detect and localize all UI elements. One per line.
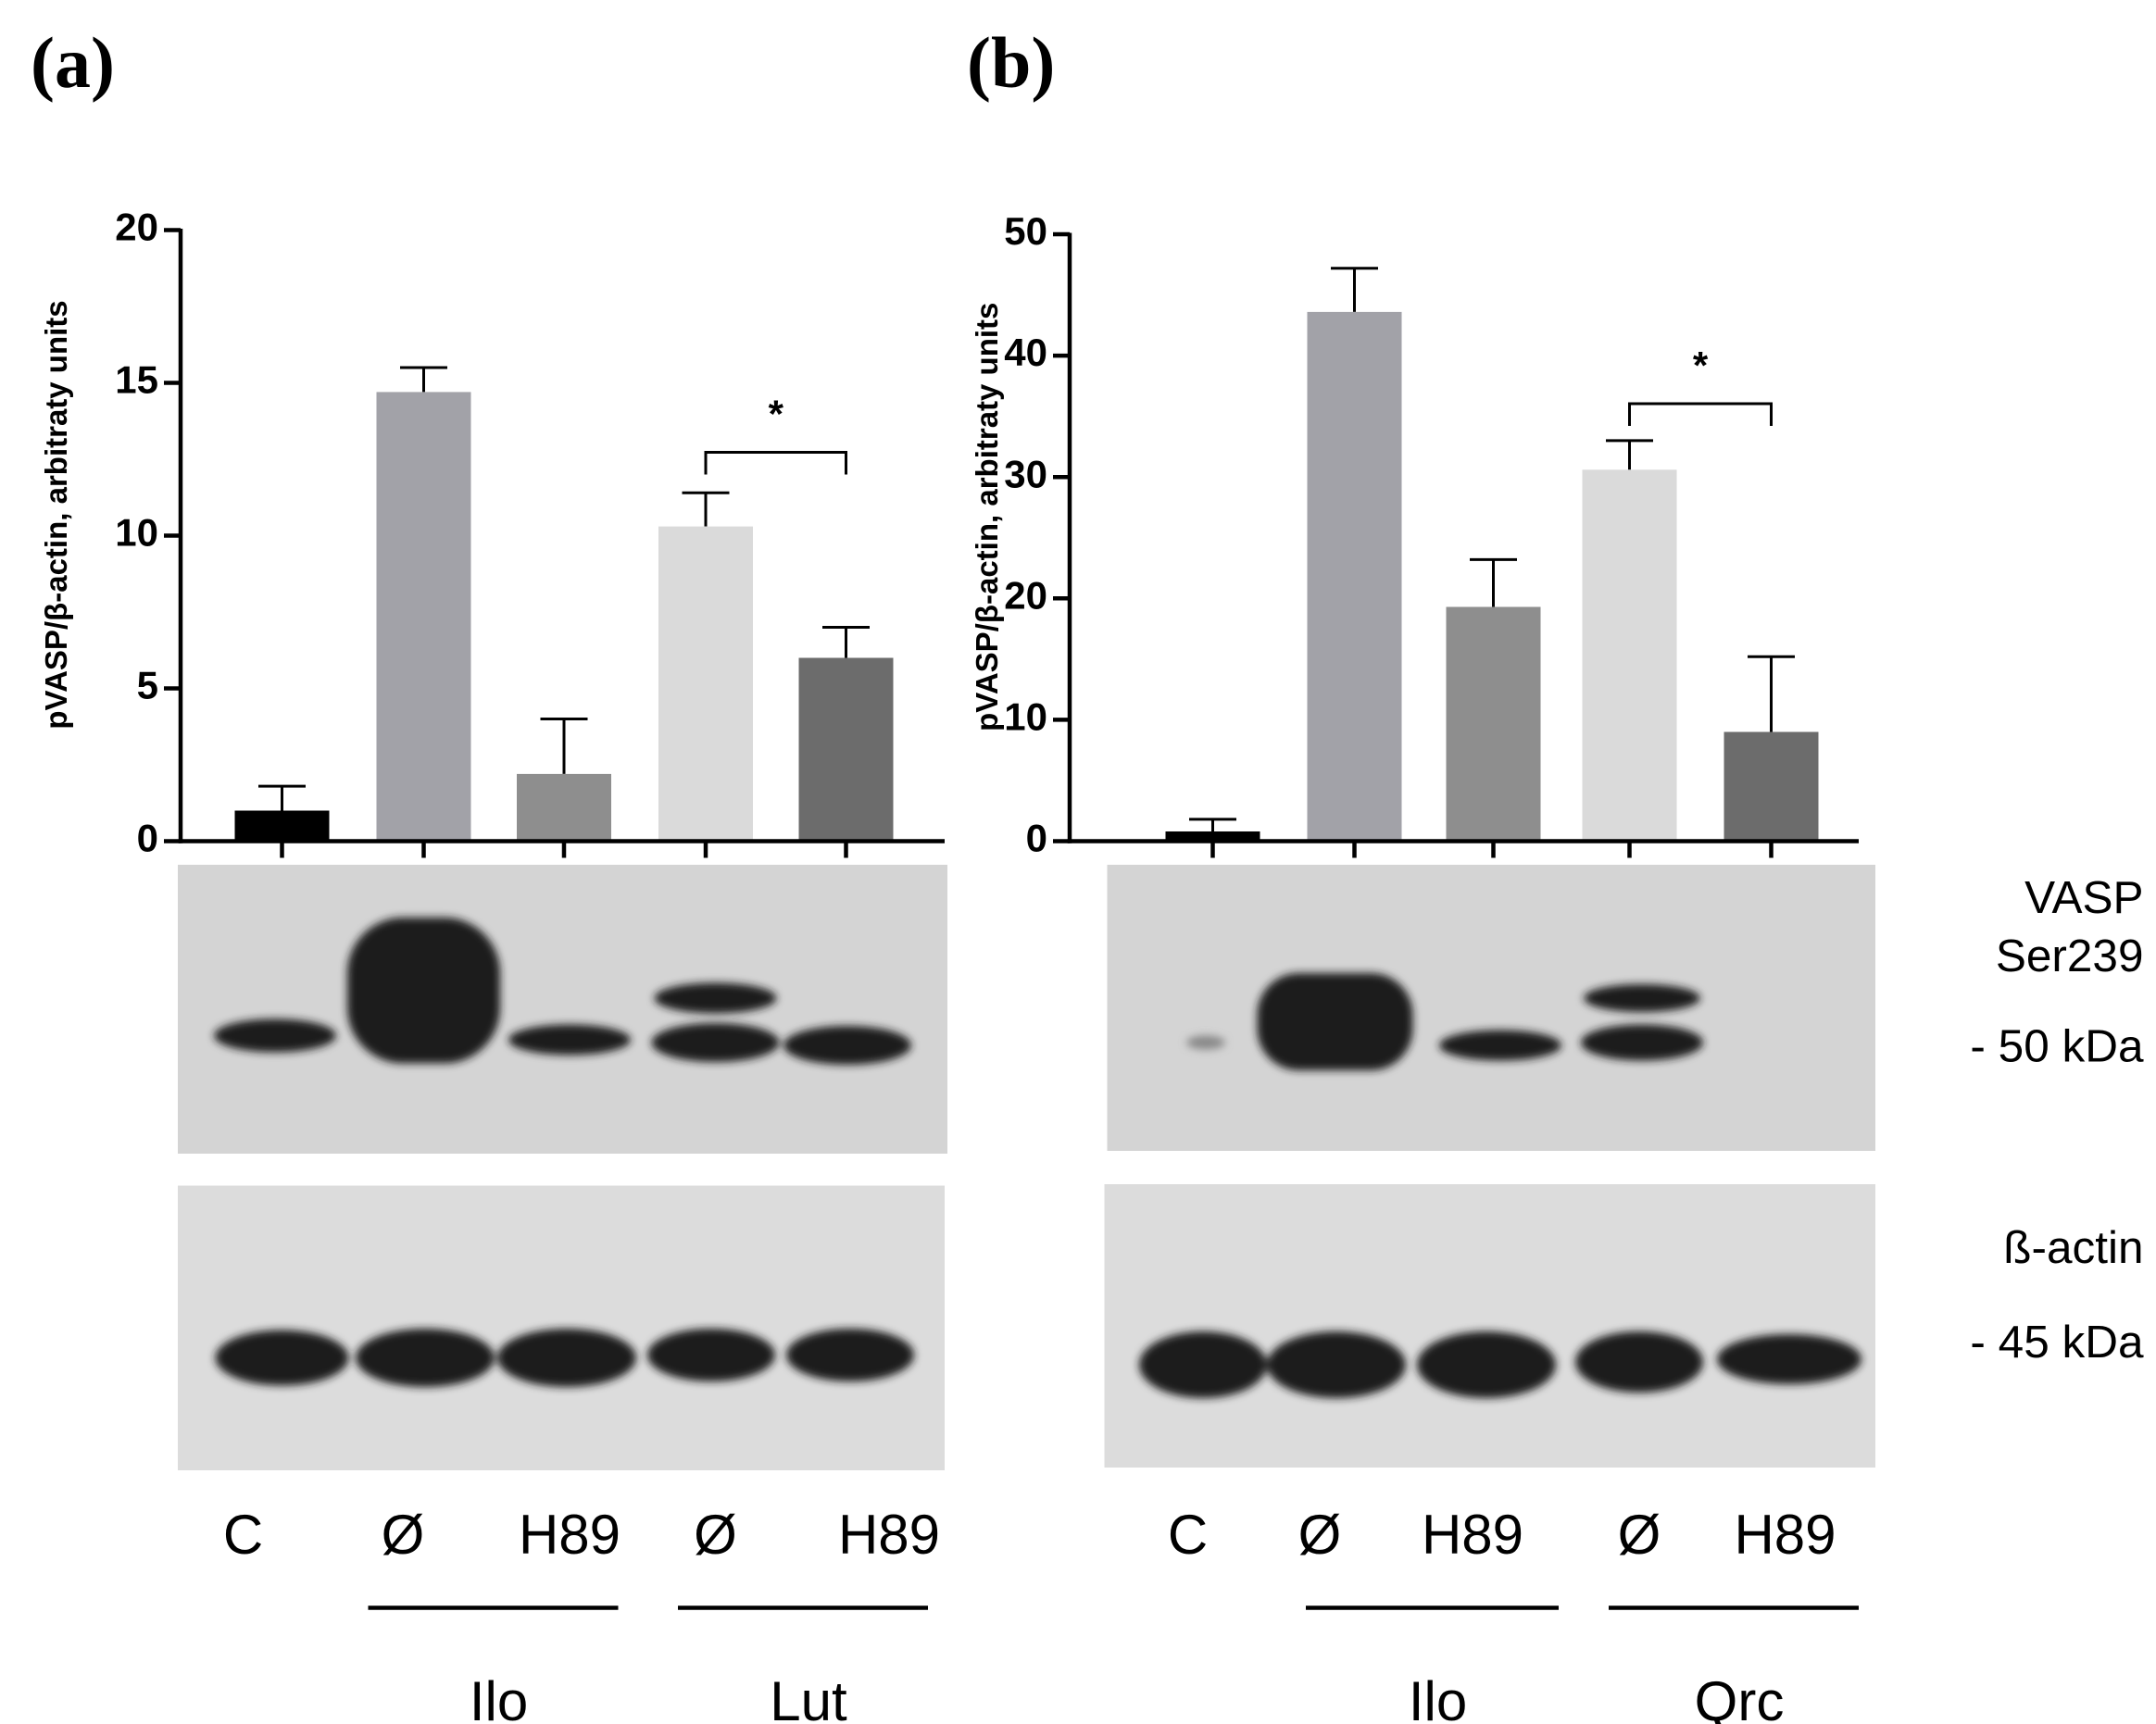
bar	[1307, 311, 1402, 842]
y-tick-label: 10	[115, 511, 158, 555]
y-axis-label: pVASP/β-actin, arbitraty units	[39, 300, 73, 729]
blot-label: VASP	[2024, 872, 2143, 923]
y-axis-label: pVASP/β-actin, arbitraty units	[970, 303, 1004, 731]
y-tick-label: 50	[1004, 209, 1047, 253]
blot-label: - 45 kDa	[1970, 1317, 2144, 1368]
category-label: C	[223, 1504, 263, 1566]
group-label: Lut	[770, 1670, 847, 1724]
y-tick-label: 20	[1004, 573, 1047, 617]
blot-label: Ser239	[1996, 931, 2144, 981]
category-label: Ø	[382, 1504, 425, 1566]
bar	[658, 526, 753, 842]
bar	[1582, 469, 1677, 842]
blot-label: - 50 kDa	[1970, 1021, 2144, 1072]
category-label: H89	[1734, 1504, 1836, 1566]
category-label: Ø	[694, 1504, 737, 1566]
blot-panel	[1104, 1184, 1875, 1468]
group-label: Ilo	[470, 1670, 528, 1724]
category-label: H89	[1422, 1504, 1523, 1566]
bar	[1165, 831, 1260, 842]
bar	[1446, 606, 1541, 842]
significance-bracket	[704, 450, 847, 475]
category-label: C	[1168, 1504, 1208, 1566]
blot-panel	[178, 1185, 945, 1470]
category-label: H89	[838, 1504, 940, 1566]
blot-label: ß-actin	[2003, 1222, 2143, 1273]
category-label: Ø	[1618, 1504, 1661, 1566]
bar	[376, 392, 471, 842]
y-tick-label: 5	[137, 664, 158, 707]
category-label: Ø	[1298, 1504, 1342, 1566]
y-tick-label: 40	[1004, 331, 1047, 374]
y-tick-label: 10	[1004, 694, 1047, 738]
bar	[234, 810, 330, 842]
panel-label: (a)	[31, 22, 115, 103]
blot-panel	[178, 865, 947, 1154]
blot-bands	[1139, 973, 1861, 1398]
bar	[517, 773, 611, 842]
significance-bracket	[1628, 402, 1773, 426]
y-tick-label: 0	[1026, 817, 1047, 860]
group-label: Ilo	[1409, 1670, 1467, 1724]
y-tick-label: 15	[115, 358, 158, 402]
significance-label: *	[1693, 344, 1709, 387]
significance-label: *	[769, 393, 784, 436]
panel-label: (b)	[967, 22, 1055, 103]
blot-panel	[1107, 865, 1875, 1151]
bar	[798, 657, 894, 842]
category-label: H89	[519, 1504, 620, 1566]
group-label: Qrc	[1695, 1670, 1785, 1724]
y-tick-label: 30	[1004, 452, 1047, 495]
y-tick-label: 20	[115, 206, 158, 249]
y-tick-label: 0	[137, 817, 158, 860]
blot-bands	[214, 918, 914, 1387]
bar	[1724, 731, 1819, 842]
